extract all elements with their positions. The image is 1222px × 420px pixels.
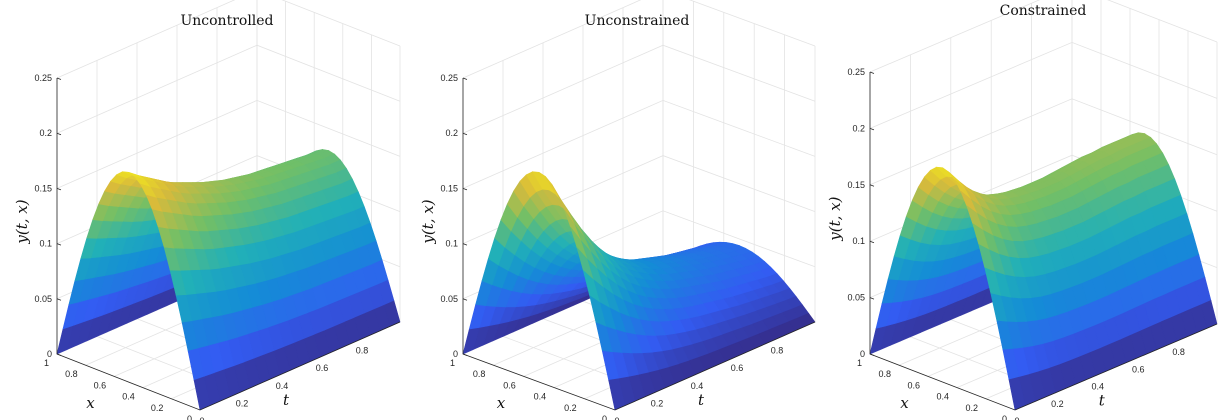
z-tick-label: 0.2 — [445, 128, 458, 138]
x-axis-tick-labels: 0 0.2 0.4 0.6 0.8 1 — [450, 358, 607, 420]
z-tick-label: 0.2 — [852, 123, 865, 133]
t-axis-tick-labels: 0 0.2 0.4 0.6 0.8 — [199, 346, 368, 420]
chart-title: Constrained — [1000, 3, 1087, 19]
t-tick-label: 0.2 — [651, 398, 664, 408]
z-tick-label: 0.25 — [847, 67, 865, 77]
z-axis-label: y(t, x) — [419, 199, 437, 244]
x-tick-label: 0.4 — [534, 392, 547, 402]
z-tick-labels: 0 0.05 0.1 0.15 0.2 0.25 — [847, 67, 875, 359]
t-tick-label: 0.8 — [1172, 347, 1185, 357]
x-tick-label: 0.4 — [936, 392, 949, 402]
z-tick-labels: 0 0.05 0.1 0.15 0.2 0.25 — [440, 73, 468, 359]
surface-plot-3: 00.050.10.150.20.2500.20.40.60.8100.20.4… — [826, 0, 1218, 420]
axes-frame — [869, 72, 1218, 411]
t-tick-label: 0 — [614, 416, 619, 420]
t-tick-label: 0.4 — [1092, 382, 1105, 392]
x-tick-label: 0.4 — [122, 392, 135, 402]
t-axis-tick-labels: 0 0.2 0.4 0.6 0.8 — [614, 346, 783, 420]
z-tick-label: 0.15 — [847, 180, 865, 190]
t-tick-label: 0.2 — [236, 398, 249, 408]
x-tick-label: 0.6 — [907, 380, 920, 390]
chart-title: Unconstrained — [585, 13, 690, 29]
t-tick-label: 0 — [199, 416, 204, 420]
t-axis-label: t — [698, 391, 705, 409]
x-tick-label: 1 — [44, 358, 49, 368]
t-tick-label: 0.6 — [731, 363, 744, 373]
z-tick-label: 0.2 — [39, 128, 52, 138]
x-tick-label: 1 — [857, 358, 862, 368]
t-axis-label: t — [1099, 392, 1106, 410]
z-tick-label: 0.25 — [440, 73, 458, 83]
surface-plot-1: 00.050.10.150.20.2500.20.40.60.8100.20.4… — [13, 0, 401, 420]
t-axis-label: t — [283, 391, 290, 409]
z-tick-label: 0.1 — [852, 236, 865, 246]
z-tick-label: 0.1 — [445, 239, 458, 249]
x-tick-label: 0.8 — [473, 369, 486, 379]
z-tick-label: 0.15 — [34, 183, 52, 193]
t-tick-label: 0.8 — [356, 346, 369, 356]
x-tick-label: 0.8 — [878, 369, 891, 379]
z-axis-label: y(t, x) — [826, 196, 844, 241]
axes-frame — [56, 78, 401, 411]
z-tick-label: 0.05 — [34, 294, 52, 304]
x-tick-label: 1 — [450, 358, 455, 368]
x-axis-label: x — [497, 394, 506, 412]
axes-frame — [462, 78, 816, 411]
z-tick-label: 0.15 — [440, 183, 458, 193]
x-tick-label: 0.2 — [151, 403, 164, 413]
t-tick-label: 0.4 — [691, 381, 704, 391]
surface-plot-2: 00.050.10.150.20.2500.20.40.60.8100.20.4… — [419, 0, 816, 420]
surface-mesh — [462, 171, 816, 411]
x-tick-label: 0.8 — [65, 369, 78, 379]
t-tick-label: 0.8 — [771, 346, 784, 356]
t-tick-label: 0.4 — [276, 381, 289, 391]
x-tick-label: 0.2 — [965, 403, 978, 413]
z-axis-label: y(t, x) — [13, 199, 31, 244]
z-tick-label: 0.05 — [847, 293, 865, 303]
surface-mesh — [869, 132, 1218, 411]
surface-mesh — [56, 149, 401, 411]
z-tick-labels: 0 0.05 0.1 0.15 0.2 0.25 — [34, 73, 62, 359]
t-tick-label: 0 — [1014, 416, 1019, 420]
z-tick-label: 0.05 — [440, 294, 458, 304]
z-tick-label: 0 — [47, 349, 52, 359]
z-tick-label: 0.1 — [39, 239, 52, 249]
x-axis-label: x — [86, 394, 95, 412]
x-axis-tick-labels: 0 0.2 0.4 0.6 0.8 1 — [44, 358, 192, 420]
z-tick-label: 0 — [453, 349, 458, 359]
x-tick-label: 0 — [602, 414, 607, 420]
t-axis-tick-labels: 0 0.2 0.4 0.6 0.8 — [1014, 347, 1184, 420]
z-tick-label: 0 — [860, 349, 865, 359]
x-tick-label: 0 — [187, 414, 192, 420]
t-tick-label: 0.2 — [1051, 399, 1064, 409]
x-tick-label: 0.6 — [94, 380, 107, 390]
z-tick-label: 0.25 — [34, 73, 52, 83]
x-tick-label: 0.6 — [503, 380, 516, 390]
x-axis-tick-labels: 0 0.2 0.4 0.6 0.8 1 — [857, 358, 1007, 420]
t-tick-label: 0.6 — [316, 363, 329, 373]
t-tick-label: 0.6 — [1132, 364, 1145, 374]
x-axis-label: x — [900, 394, 909, 412]
x-tick-label: 0.2 — [564, 403, 577, 413]
chart-title: Uncontrolled — [180, 13, 273, 29]
x-tick-label: 0 — [1002, 414, 1007, 420]
